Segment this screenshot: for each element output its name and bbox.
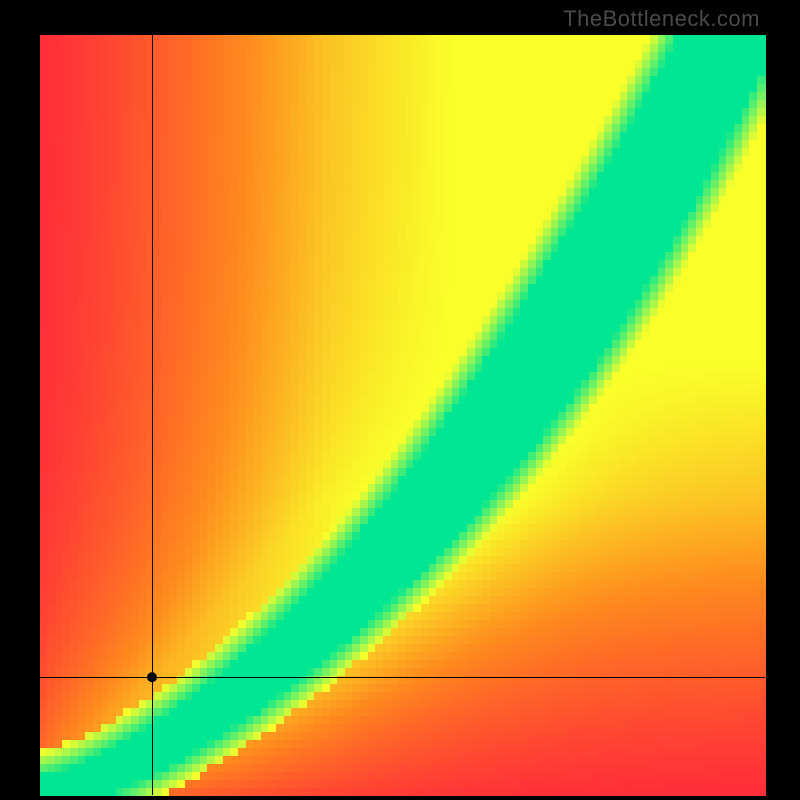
watermark-text: TheBottleneck.com [563,6,760,32]
chart-container: TheBottleneck.com [0,0,800,800]
overlay-canvas [0,0,800,800]
